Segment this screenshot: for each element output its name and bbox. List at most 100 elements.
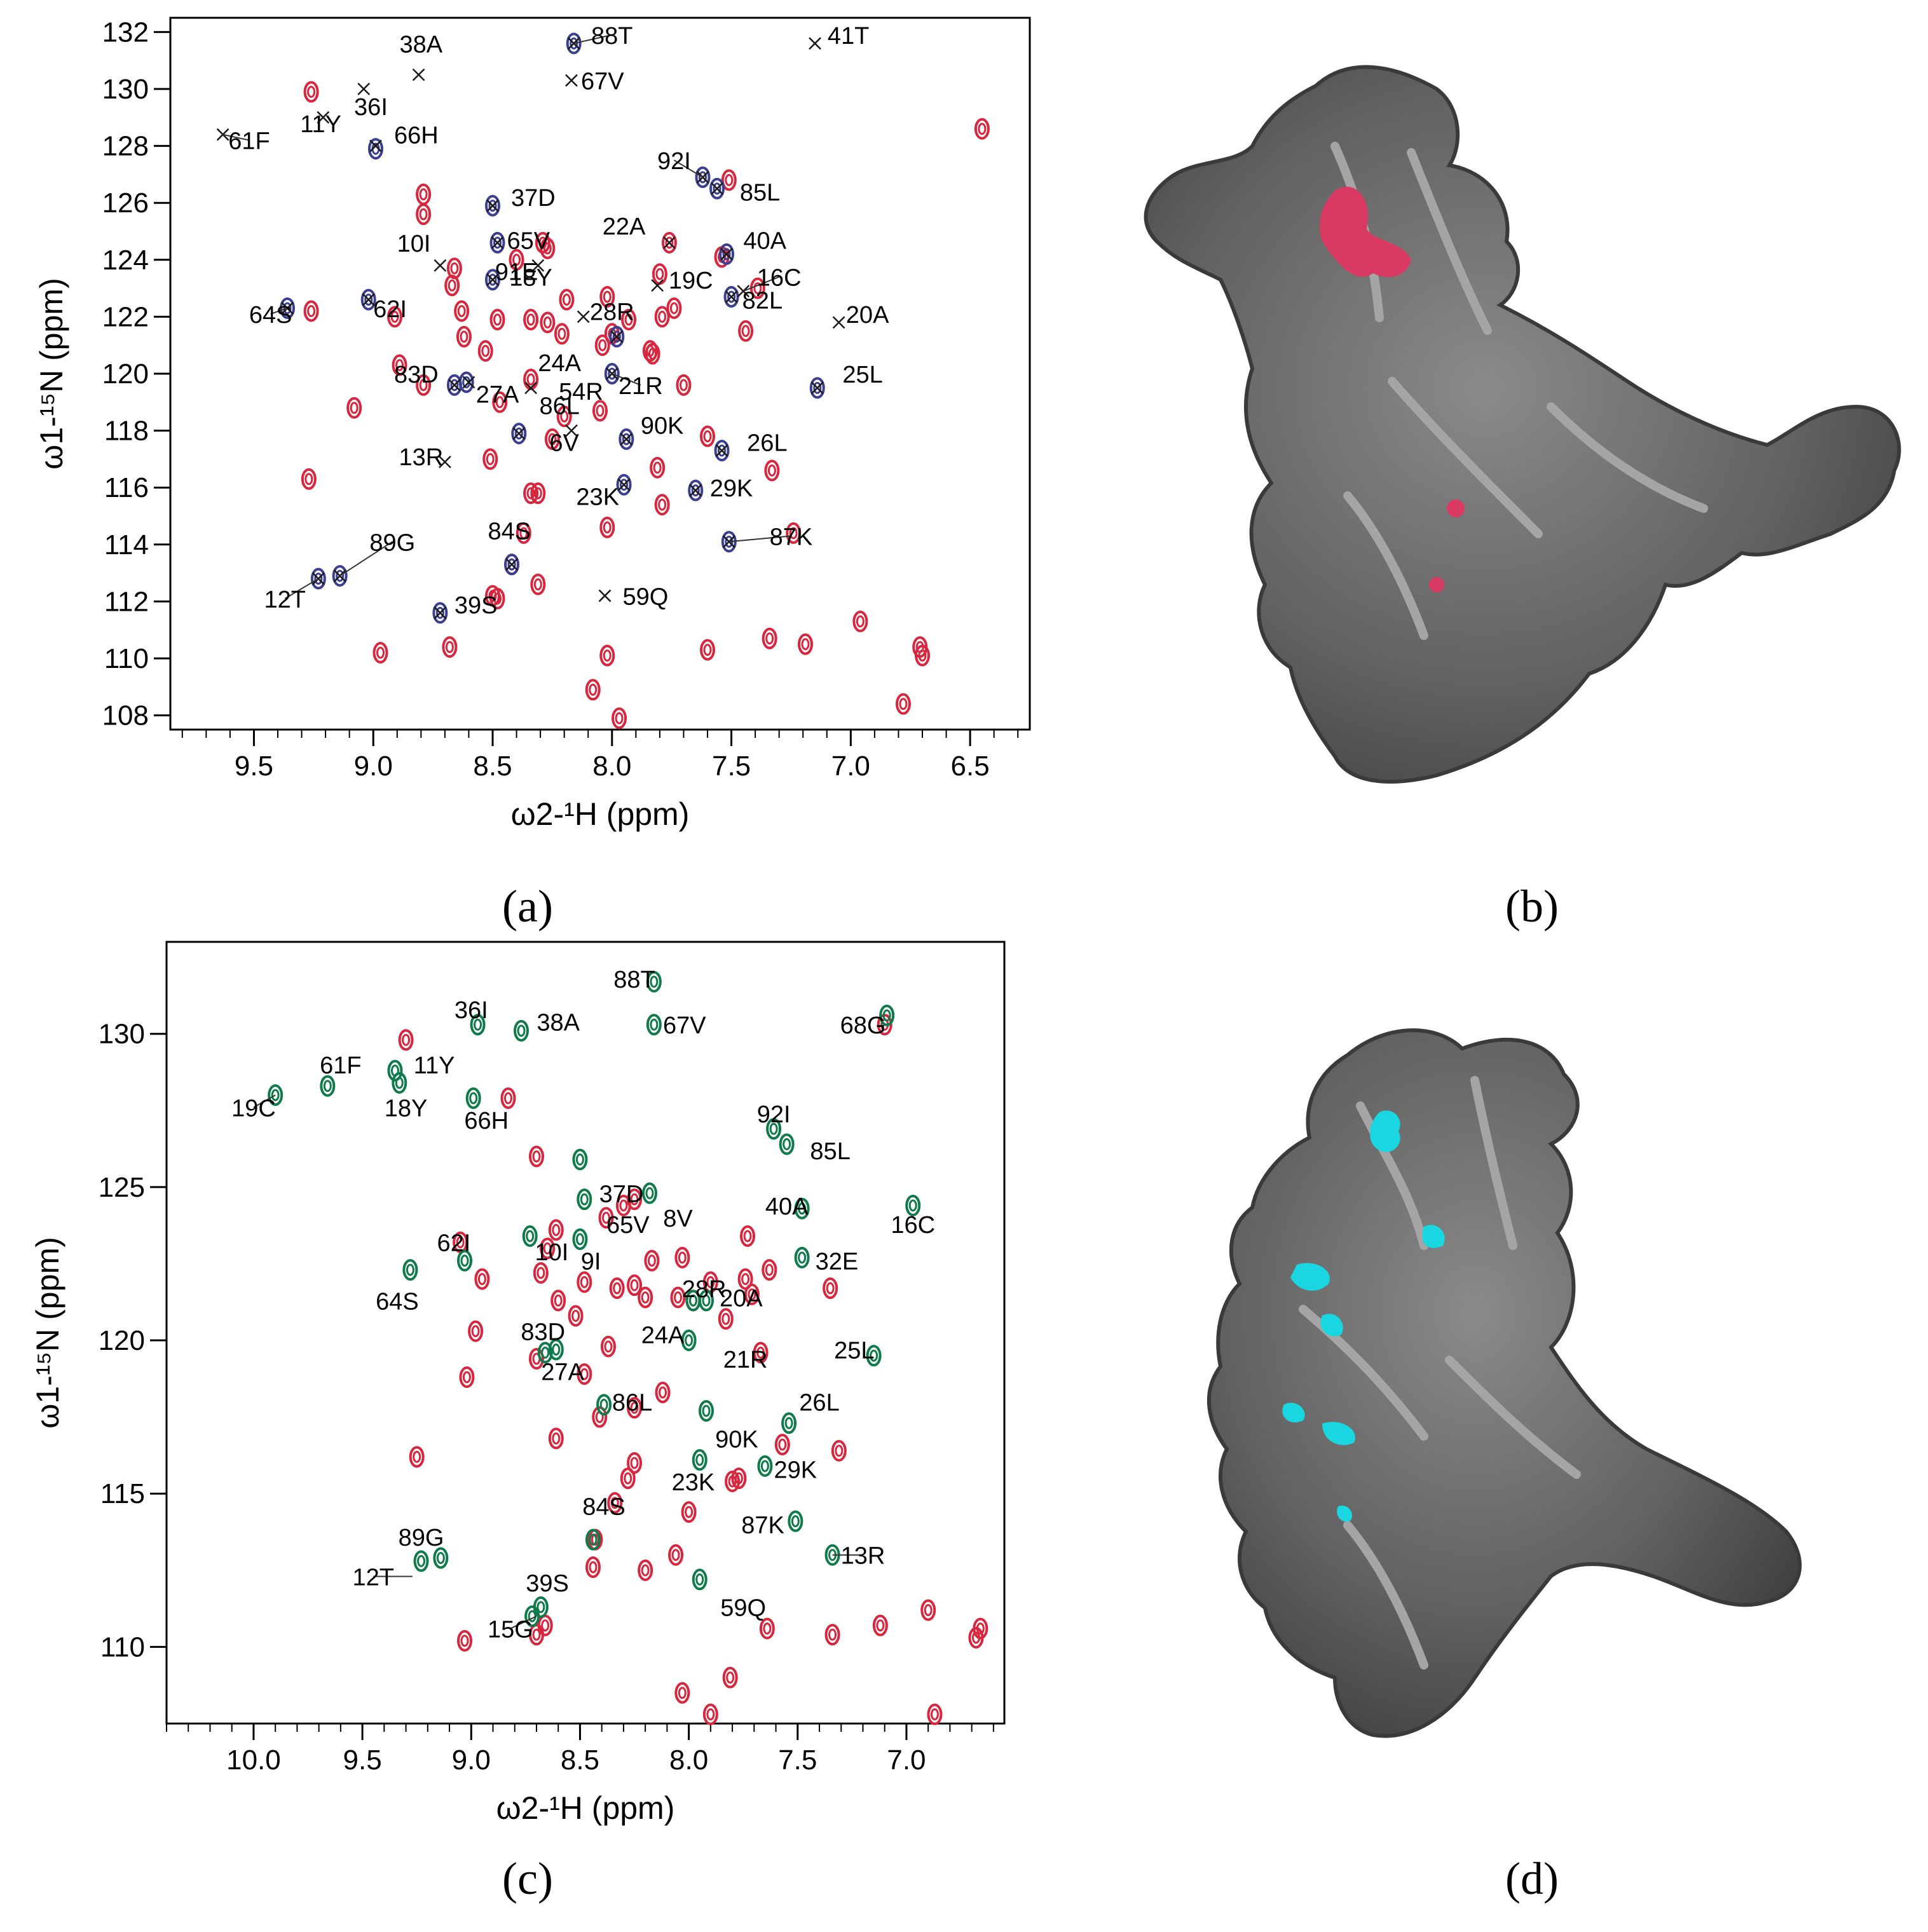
y-tick-label: 116 — [104, 472, 149, 503]
residue-label: 28R — [682, 1276, 727, 1303]
residue-label: 67V — [663, 1012, 706, 1039]
peak-contour — [416, 374, 432, 396]
peak-contour — [398, 1029, 414, 1051]
peak-contour — [619, 428, 634, 451]
residue-label: 11Y — [414, 1052, 455, 1079]
residue-label: 88T — [591, 23, 632, 50]
cross-peak-marker — [362, 293, 375, 306]
peak-contour — [698, 1400, 714, 1422]
peak-contour — [698, 1289, 714, 1312]
peak-contour — [303, 300, 319, 322]
peak-contour — [280, 297, 296, 319]
peak-contour — [310, 568, 326, 590]
cross-peak-marker — [565, 74, 578, 87]
peak-contour — [500, 1087, 516, 1109]
y-tick-label: 126 — [102, 187, 149, 219]
residue-label: 91E — [495, 259, 538, 286]
peak-contour — [474, 1268, 490, 1290]
residue-label: 9I — [581, 1249, 601, 1276]
peak-contour — [470, 1014, 486, 1036]
peak-contour — [670, 1286, 686, 1309]
residue-label: 64S — [249, 302, 292, 329]
x-tick-label: 7.5 — [712, 751, 751, 782]
annotation-leader — [270, 308, 288, 315]
peak-contour — [721, 169, 737, 191]
peak-contour — [831, 1439, 847, 1462]
peak-contour — [592, 400, 608, 422]
peak-contour — [523, 482, 539, 505]
x-tick-label: 9.0 — [354, 751, 393, 782]
panel-label-a: (a) — [502, 881, 553, 932]
peak-contour — [432, 602, 448, 624]
peak-contour — [482, 448, 498, 470]
peak-contour — [402, 1259, 418, 1281]
x-axis-label: ω2-¹H (ppm) — [496, 1790, 675, 1826]
peak-contour — [764, 459, 780, 482]
residue-label: 89G — [399, 1525, 444, 1551]
peak-contour — [655, 1382, 671, 1404]
annotation-leader — [222, 133, 250, 141]
peak-contour — [688, 479, 704, 501]
peak-contour — [644, 1249, 660, 1272]
peak-contour — [872, 1614, 888, 1636]
cyan-patch — [1337, 1506, 1353, 1522]
peak-contour — [566, 32, 582, 55]
peak-contour — [465, 1087, 481, 1109]
residue-label: 65V — [507, 228, 550, 254]
peak-contour — [600, 1335, 616, 1357]
peak-contour — [457, 1249, 473, 1272]
peak-contour — [895, 693, 911, 715]
cyan-patch — [1322, 1422, 1355, 1445]
cross-peak-marker — [620, 433, 633, 446]
peak-contour — [646, 1014, 662, 1036]
peak-contour — [303, 81, 319, 103]
peak-contour — [577, 1188, 592, 1211]
x-tick-label: 6.5 — [951, 751, 990, 782]
peak-contour — [477, 340, 493, 362]
cross-peak-marker — [462, 376, 475, 389]
x-tick-label: 7.0 — [831, 751, 870, 782]
peak-contour — [616, 473, 632, 496]
residue-label: 13R — [841, 1543, 885, 1570]
cross-peak-marker — [663, 236, 676, 249]
peak-contour — [759, 1617, 775, 1640]
peak-contour — [387, 1059, 403, 1082]
peak-contour — [511, 423, 527, 445]
y-tick-label: 114 — [104, 529, 149, 561]
peak-contour — [544, 428, 560, 451]
peak-contour — [609, 1277, 625, 1300]
cross-peak-marker — [357, 83, 371, 95]
peak-contour — [676, 374, 692, 396]
peak-contour — [522, 1225, 538, 1248]
residue-label: 26L — [747, 430, 787, 457]
residue-label: 20A — [846, 302, 889, 329]
peak-contour — [533, 1262, 549, 1284]
peak-contour — [528, 1145, 544, 1167]
peak-contour — [809, 377, 825, 399]
annotation-leader — [284, 578, 319, 599]
annotation-leader — [339, 541, 393, 576]
peak-contour — [492, 391, 508, 413]
peak-contour — [523, 368, 539, 390]
surface-ridge — [1299, 1076, 1581, 1670]
peak-contour — [753, 1342, 769, 1364]
peak-contour — [409, 1446, 425, 1468]
cross-peak-marker — [491, 236, 504, 249]
residue-label: 65V — [606, 1212, 650, 1239]
residue-label: 18Y — [385, 1095, 428, 1122]
peak-contour — [627, 1274, 643, 1296]
residue-label: 90K — [641, 413, 684, 440]
residue-label: 23K — [576, 484, 619, 511]
peak-contour — [332, 565, 348, 587]
residue-label: 59Q — [622, 583, 668, 610]
peak-contour — [661, 231, 677, 254]
residue-label: 64S — [376, 1288, 419, 1315]
cross-peak-marker — [715, 444, 728, 457]
pink-patch — [1320, 186, 1411, 277]
residue-label: 11Y — [300, 111, 341, 138]
residue-label: 40A — [743, 228, 786, 254]
peak-contour — [681, 1330, 697, 1352]
cross-peak-marker — [809, 37, 821, 50]
annotation-leader — [728, 535, 791, 543]
residue-label: 15G — [488, 1616, 533, 1643]
